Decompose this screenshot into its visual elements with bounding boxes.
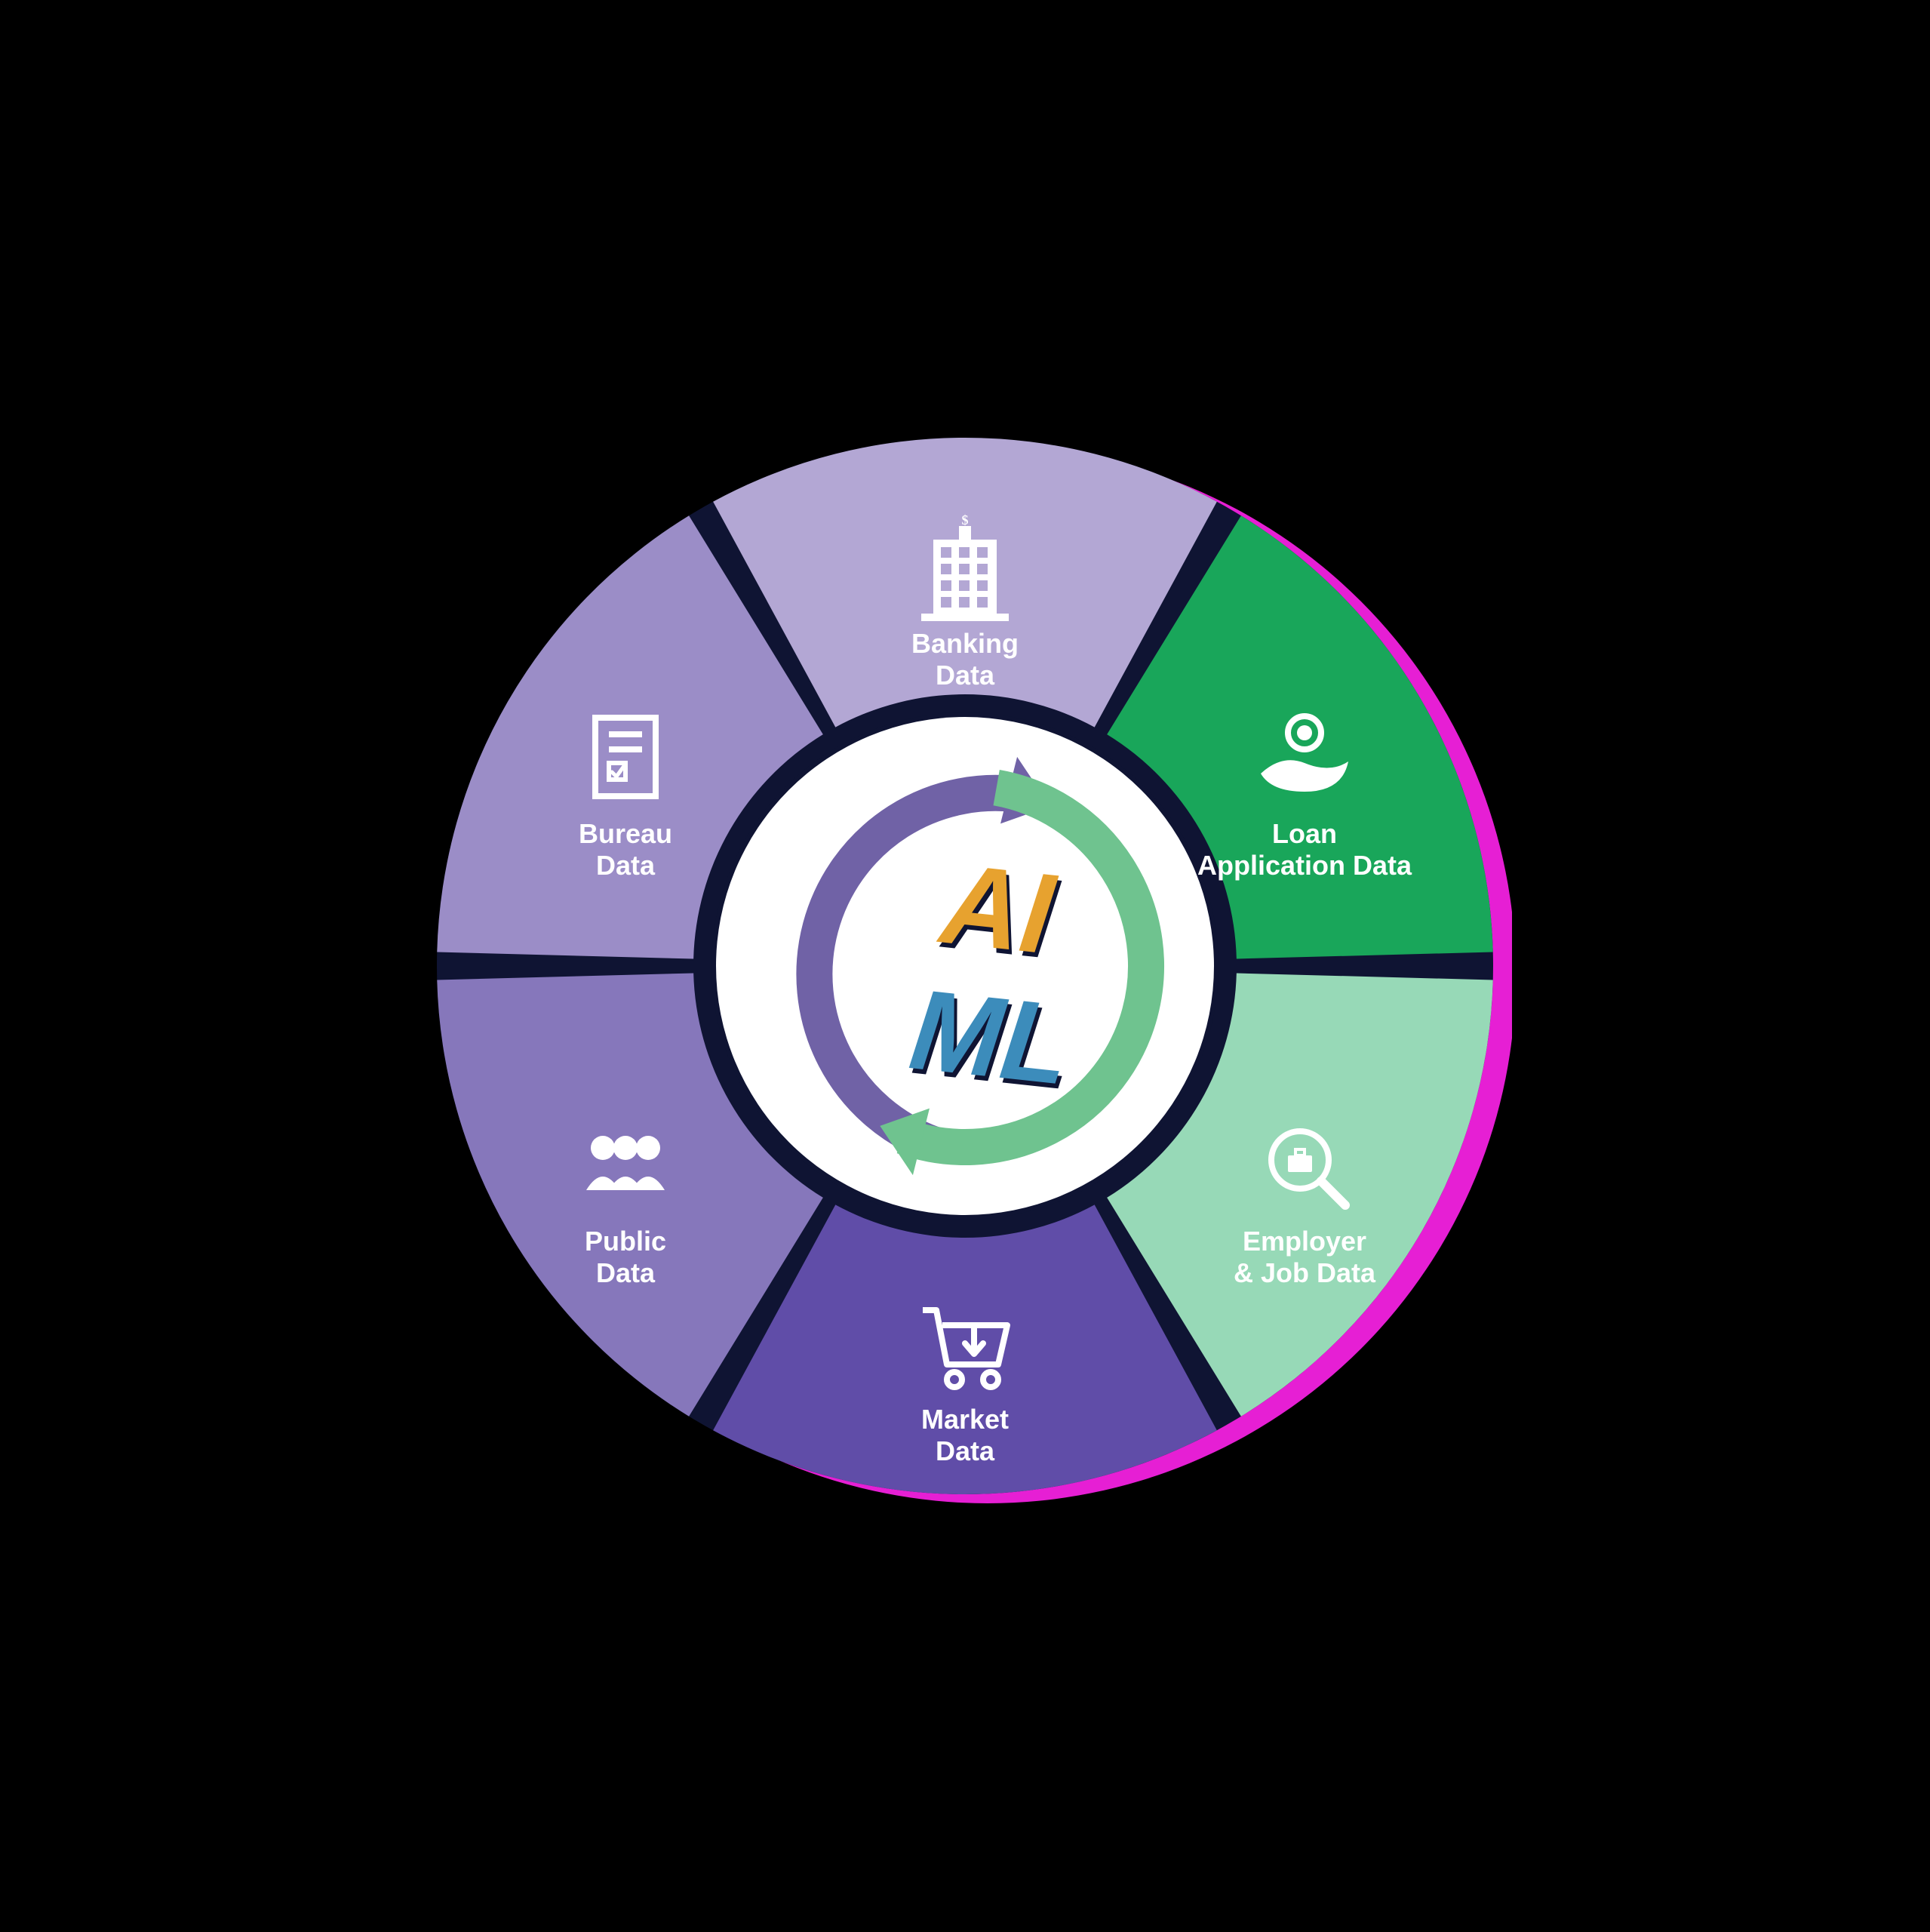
svg-text:$: $ (962, 512, 969, 528)
employer-label-line-1: & Job Data (1234, 1257, 1376, 1288)
banking-label-line-0: Banking (911, 628, 1019, 659)
loan-label-line-0: Loan (1272, 818, 1337, 849)
employer-label-line-0: Employer (1243, 1226, 1366, 1257)
market-label-line-0: Market (921, 1404, 1009, 1435)
public-label-line-0: Public (585, 1226, 666, 1257)
ai-ml-data-sources-donut: $BankingDataLoanApplication DataEmployer… (418, 419, 1512, 1513)
bureau-label-line-1: Data (596, 850, 656, 881)
banking-label-line-1: Data (936, 660, 995, 691)
bureau-label-line-0: Bureau (579, 818, 672, 849)
employer-label: Employer& Job Data (1234, 1226, 1376, 1288)
market-label-line-1: Data (936, 1435, 995, 1466)
public-label-line-1: Data (596, 1257, 656, 1288)
public-label: PublicData (585, 1226, 666, 1288)
loan-label-line-1: Application Data (1197, 850, 1412, 881)
